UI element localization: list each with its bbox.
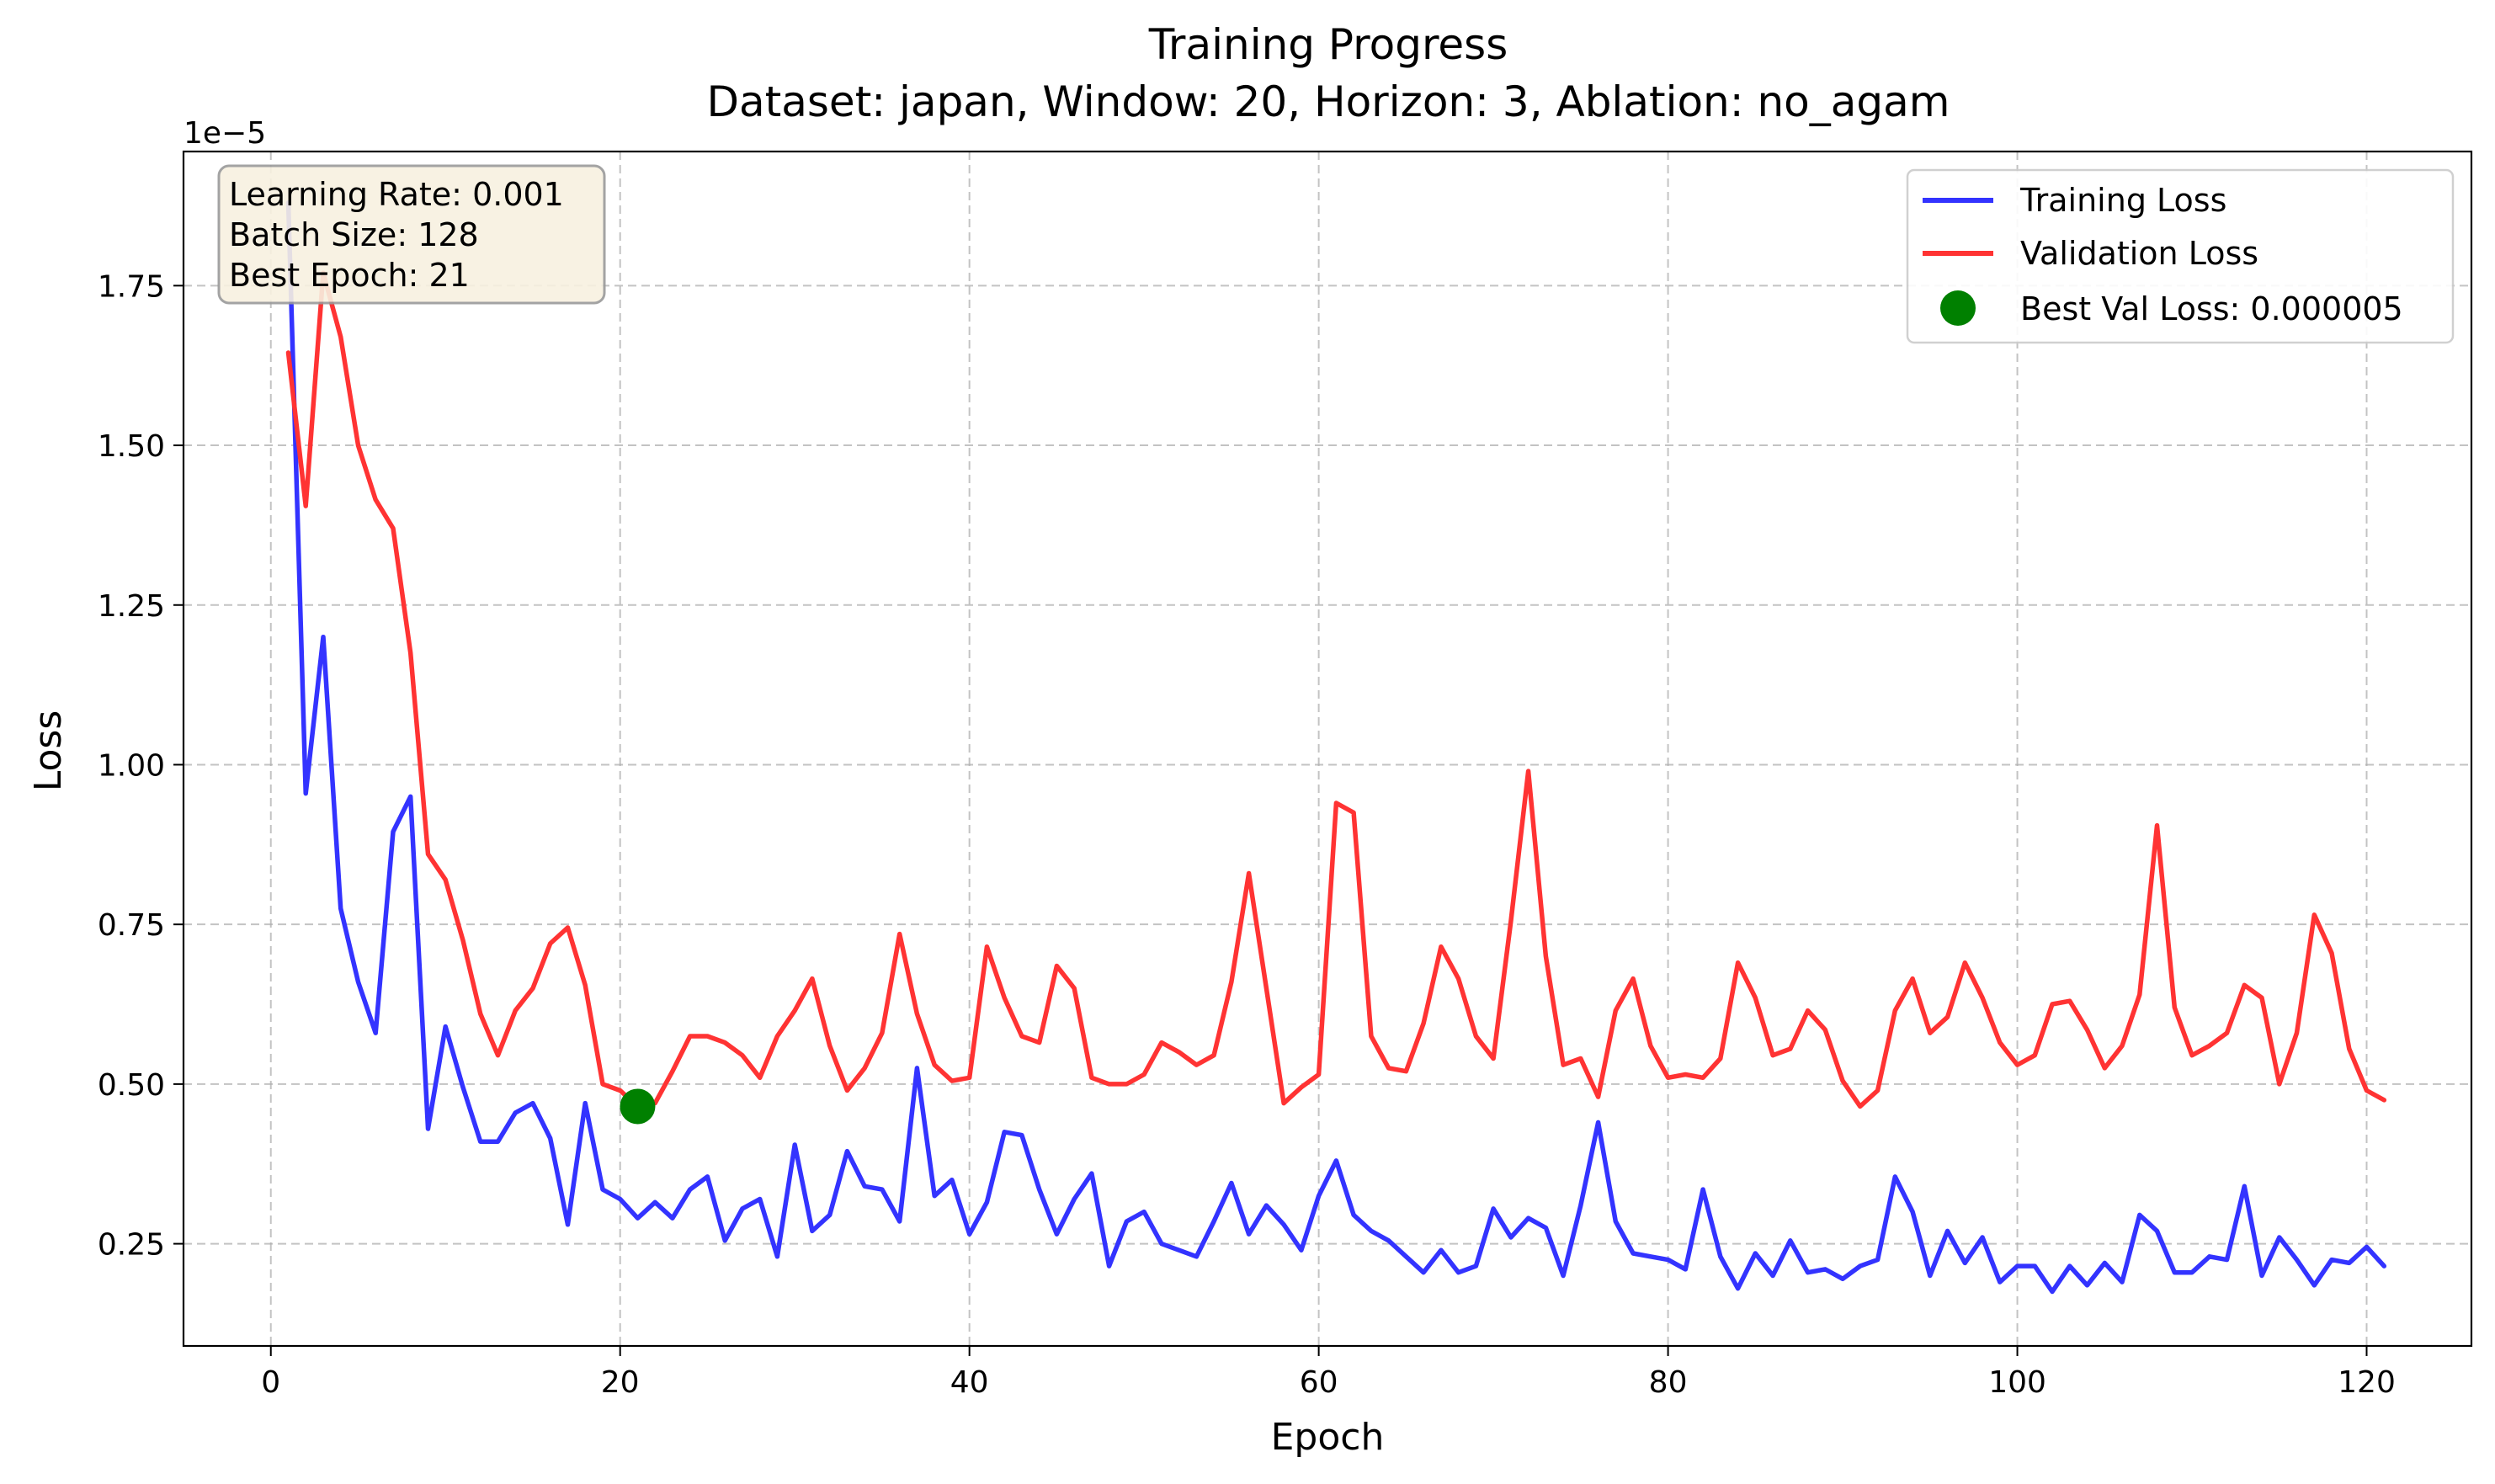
x-tick-label: 120 xyxy=(2338,1365,2396,1400)
x-tick-label: 40 xyxy=(950,1365,989,1400)
training-loss-line xyxy=(285,199,2387,1295)
hyperparameter-info-box: Learning Rate: 0.001 Batch Size: 128 Bes… xyxy=(217,164,606,305)
y-tick-label: 0.50 xyxy=(98,1068,165,1103)
x-axis-ticks: 0 20 40 60 80 100 120 xyxy=(261,1346,2396,1400)
y-axis-label: Loss xyxy=(27,710,70,792)
x-axis-label: Epoch xyxy=(1271,1416,1385,1459)
legend-label-training: Training Loss xyxy=(2019,182,2226,219)
best-val-loss-point xyxy=(620,1088,656,1125)
y-tick-label: 0.75 xyxy=(98,908,165,943)
info-batch-size: Batch Size: 128 xyxy=(229,216,479,253)
info-best-epoch: Best Epoch: 21 xyxy=(229,257,470,294)
legend: Training Loss Validation Loss Best Val L… xyxy=(1906,168,2455,344)
legend-swatch-best-point xyxy=(1940,290,1976,326)
best-point-layer xyxy=(620,1088,656,1125)
legend-label-best-point: Best Val Loss: 0.000005 xyxy=(2020,290,2403,327)
legend-frame xyxy=(1906,168,2455,344)
x-tick-label: 20 xyxy=(601,1365,640,1400)
x-tick-label: 0 xyxy=(261,1365,280,1400)
info-learning-rate: Learning Rate: 0.001 xyxy=(229,176,564,213)
chart-title: Training Progress xyxy=(1148,20,1508,69)
x-tick-label: 60 xyxy=(1300,1365,1338,1400)
x-tick-label: 100 xyxy=(1988,1365,2046,1400)
info-box-background xyxy=(217,164,606,305)
y-scale-offset-label: 1e−5 xyxy=(184,116,266,151)
x-tick-label: 80 xyxy=(1649,1365,1688,1400)
legend-label-validation: Validation Loss xyxy=(2020,235,2258,272)
y-tick-label: 0.25 xyxy=(98,1228,165,1263)
y-tick-label: 1.50 xyxy=(98,429,165,464)
y-tick-label: 1.00 xyxy=(98,748,165,783)
y-axis-ticks: 0.25 0.50 0.75 1.00 1.25 1.50 1.75 xyxy=(98,269,184,1263)
y-tick-label: 1.25 xyxy=(98,589,165,624)
chart-subtitle: Dataset: japan, Window: 20, Horizon: 3, … xyxy=(707,77,1950,126)
y-tick-label: 1.75 xyxy=(98,269,165,304)
plot-frame xyxy=(182,150,2473,1348)
